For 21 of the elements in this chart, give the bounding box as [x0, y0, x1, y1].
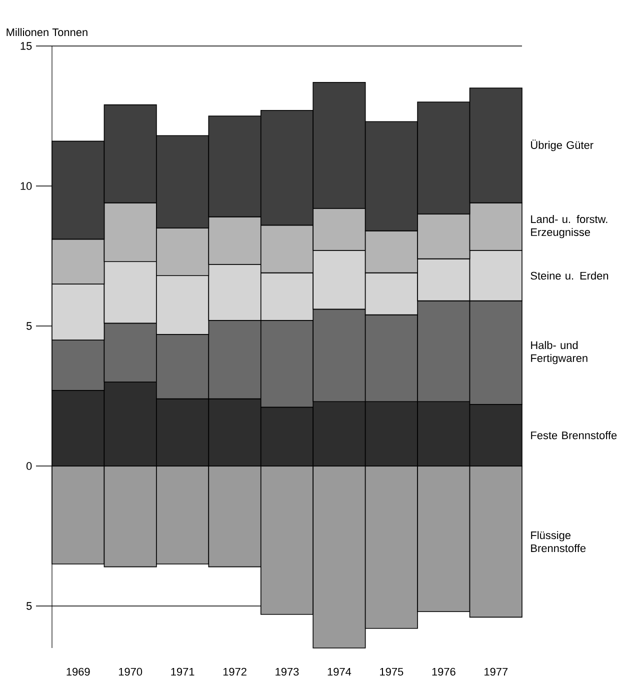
series-label: Flüssige Brennstoffe [531, 531, 586, 552]
x-tick-label: 1977 [484, 668, 508, 676]
series-label: Halb- und Fertigwaren [531, 341, 588, 364]
series-label: Feste Brennstoffe [531, 431, 617, 440]
x-tick-label: 1969 [66, 668, 90, 676]
x-tick-label: 1975 [380, 668, 404, 676]
x-tick-label: 1972 [223, 668, 246, 676]
y-tick-label: 15 [20, 42, 32, 50]
x-tick-label: 1973 [276, 668, 299, 676]
y-tick-label: 5 [26, 322, 32, 330]
series-label: Übrige Güter [531, 140, 594, 152]
y-tick-label: 0 [26, 462, 32, 470]
y-tick-label: 5 [26, 602, 32, 610]
y-axis-title: Millionen Tonnen [6, 28, 88, 36]
x-tick-label: 1971 [171, 668, 194, 676]
x-tick-label: 1974 [328, 668, 352, 676]
x-tick-label: 1970 [118, 668, 142, 676]
y-tick-label: 10 [20, 182, 32, 190]
series-label: Land- u. forstw. Erzeugnisse [531, 215, 608, 238]
x-tick-label: 1976 [432, 668, 456, 676]
series-label: Steine u. Erden [530, 272, 608, 280]
